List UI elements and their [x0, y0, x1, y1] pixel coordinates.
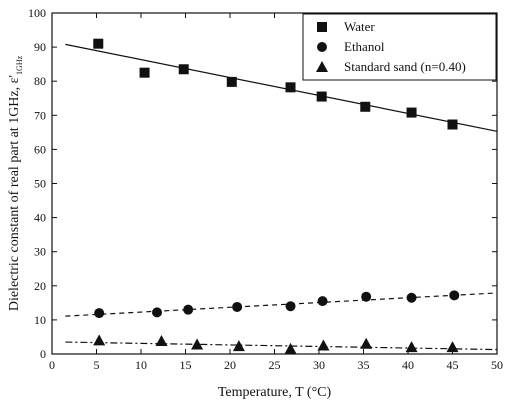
data-point-triangle	[317, 339, 329, 350]
x-tick-label: 25	[269, 358, 281, 372]
data-point-square	[317, 92, 327, 102]
data-point-square	[93, 39, 103, 49]
legend-label: Standard sand (n=0.40)	[344, 59, 466, 74]
y-tick-label: 80	[34, 74, 46, 88]
y-tick-label: 0	[40, 347, 46, 361]
data-point-triangle	[285, 343, 297, 354]
data-point-circle	[94, 308, 104, 318]
data-point-square	[140, 68, 150, 78]
data-point-triangle	[406, 341, 418, 352]
x-tick-label: 15	[180, 358, 192, 372]
fit-line-circle	[65, 293, 497, 316]
data-markers	[93, 39, 459, 354]
y-axis-label-subscript: 1GHz	[15, 55, 24, 75]
data-point-circle	[407, 293, 417, 303]
y-axis-label-main: Dielectric constant of real part at 1GHz…	[7, 75, 22, 311]
y-tick-label: 70	[34, 108, 46, 122]
y-tick-label: 60	[34, 142, 46, 156]
y-tick-label: 40	[34, 211, 46, 225]
x-tick-label: 10	[135, 358, 147, 372]
x-tick-label: 5	[94, 358, 100, 372]
y-tick-label: 50	[34, 177, 46, 191]
y-tick-label: 100	[28, 6, 46, 20]
data-point-circle	[286, 301, 296, 311]
data-point-square	[227, 77, 237, 87]
data-point-triangle	[360, 338, 372, 349]
legend: Water Ethanol Standard sand (n=0.40)	[303, 14, 496, 80]
data-point-square	[407, 108, 417, 118]
legend-marker-square	[317, 22, 327, 32]
legend-label: Water	[344, 19, 375, 34]
x-tick-label: 20	[224, 358, 236, 372]
x-tick-label: 30	[313, 358, 325, 372]
data-point-triangle	[93, 334, 105, 345]
y-tick-label: 20	[34, 279, 46, 293]
legend-label: Ethanol	[344, 39, 385, 54]
data-point-square	[286, 82, 296, 92]
data-point-circle	[361, 292, 371, 302]
x-tick-label: 35	[358, 358, 370, 372]
data-point-circle	[152, 307, 162, 317]
data-point-triangle	[155, 335, 167, 346]
data-point-triangle	[233, 340, 245, 351]
data-point-square	[179, 64, 189, 74]
y-tick-label: 90	[34, 40, 46, 54]
data-point-circle	[449, 290, 459, 300]
data-point-circle	[318, 296, 328, 306]
data-point-circle	[232, 302, 242, 312]
x-tick-label: 50	[491, 358, 503, 372]
y-tick-label: 30	[34, 245, 46, 259]
legend-marker-circle	[317, 42, 327, 52]
data-point-square	[360, 102, 370, 112]
x-tick-label: 40	[402, 358, 414, 372]
data-point-circle	[183, 305, 193, 315]
y-tick-label: 10	[34, 313, 46, 327]
x-axis-label: Temperature, T (°C)	[218, 385, 332, 400]
x-tick-label: 45	[447, 358, 459, 372]
y-axis-label: Dielectric constant of real part at 1GHz…	[7, 55, 24, 311]
data-point-square	[448, 120, 458, 130]
x-tick-label: 0	[49, 358, 55, 372]
fit-lines	[65, 44, 497, 349]
fit-line-triangle	[65, 342, 497, 350]
